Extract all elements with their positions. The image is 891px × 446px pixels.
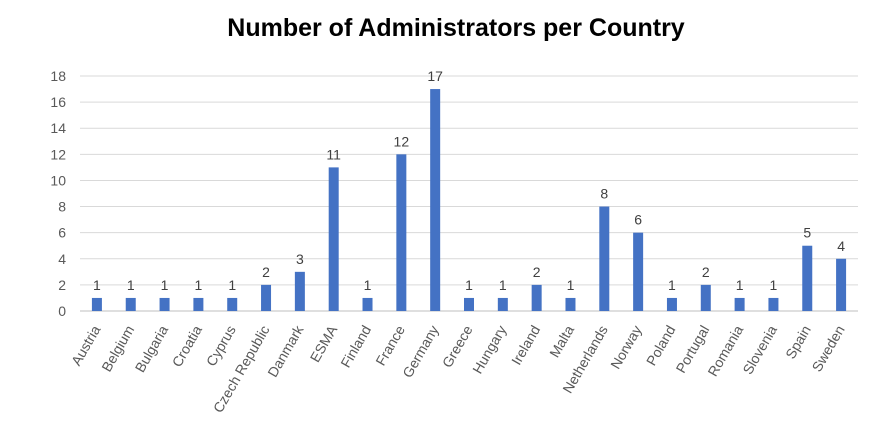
x-tick-label: Ireland <box>508 323 543 368</box>
x-tick-label: ESMA <box>307 322 341 365</box>
data-label: 2 <box>262 264 270 280</box>
bar <box>734 297 745 311</box>
x-tick-label: Malta <box>546 322 577 360</box>
x-tick-label: Bulgaria <box>132 322 172 375</box>
data-label: 6 <box>634 212 642 228</box>
data-label: 3 <box>296 251 304 267</box>
data-label: 1 <box>668 277 676 293</box>
data-label: 8 <box>600 186 608 202</box>
data-label: 1 <box>364 277 372 293</box>
bar <box>193 297 204 311</box>
x-tick-label: Cyprus <box>203 323 239 369</box>
data-label: 1 <box>770 277 778 293</box>
chart-title: Number of Administrators per Country <box>227 14 685 42</box>
bar <box>531 284 542 311</box>
data-label: 1 <box>499 277 507 293</box>
bar <box>227 297 238 311</box>
data-label: 1 <box>161 277 169 293</box>
x-tick-label: Spain <box>782 323 814 362</box>
data-label: 5 <box>803 225 811 241</box>
bar <box>396 154 407 311</box>
bar <box>633 232 644 311</box>
bar <box>497 297 508 311</box>
x-tick-label: Croatia <box>169 322 206 369</box>
data-label: 17 <box>427 68 443 84</box>
bar <box>836 258 847 311</box>
data-label: 1 <box>736 277 744 293</box>
x-tick-label: Sweden <box>809 323 848 375</box>
bar <box>159 297 170 311</box>
data-label: 1 <box>465 277 473 293</box>
data-label: 1 <box>567 277 575 293</box>
data-label: 1 <box>228 277 236 293</box>
y-tick-label: 16 <box>50 94 66 110</box>
y-tick-label: 10 <box>50 172 66 188</box>
bar <box>91 297 102 311</box>
x-tick-label: Greece <box>439 322 476 370</box>
y-tick-label: 18 <box>50 68 66 84</box>
bar <box>261 284 272 311</box>
x-tick-label: Poland <box>643 323 679 369</box>
data-label: 1 <box>93 277 101 293</box>
data-label: 1 <box>127 277 135 293</box>
x-tick-label: France <box>372 322 408 368</box>
bar <box>294 271 305 311</box>
bar <box>802 245 813 311</box>
bar <box>666 297 677 311</box>
x-tick-label: Norway <box>607 323 645 372</box>
bar <box>565 297 576 311</box>
data-label: 12 <box>394 133 410 149</box>
x-tick-label: Finland <box>337 323 374 371</box>
bar <box>700 284 711 311</box>
data-label: 2 <box>702 264 710 280</box>
bar <box>362 297 373 311</box>
bar <box>328 167 339 311</box>
y-tick-label: 6 <box>58 225 66 241</box>
bar <box>768 297 779 311</box>
bar <box>599 206 610 311</box>
bar <box>464 297 474 311</box>
data-label: 1 <box>194 277 202 293</box>
data-label: 11 <box>326 146 341 162</box>
x-tick-label: Austria <box>68 322 104 368</box>
bar <box>430 89 441 311</box>
y-tick-label: 0 <box>58 303 66 319</box>
y-tick-label: 4 <box>58 251 66 267</box>
y-tick-label: 14 <box>50 120 66 136</box>
y-tick-label: 8 <box>58 199 66 215</box>
data-label: 4 <box>837 238 845 254</box>
y-tick-label: 12 <box>50 146 66 162</box>
y-tick-label: 2 <box>58 277 66 293</box>
bar <box>125 297 136 311</box>
data-label: 2 <box>533 264 541 280</box>
